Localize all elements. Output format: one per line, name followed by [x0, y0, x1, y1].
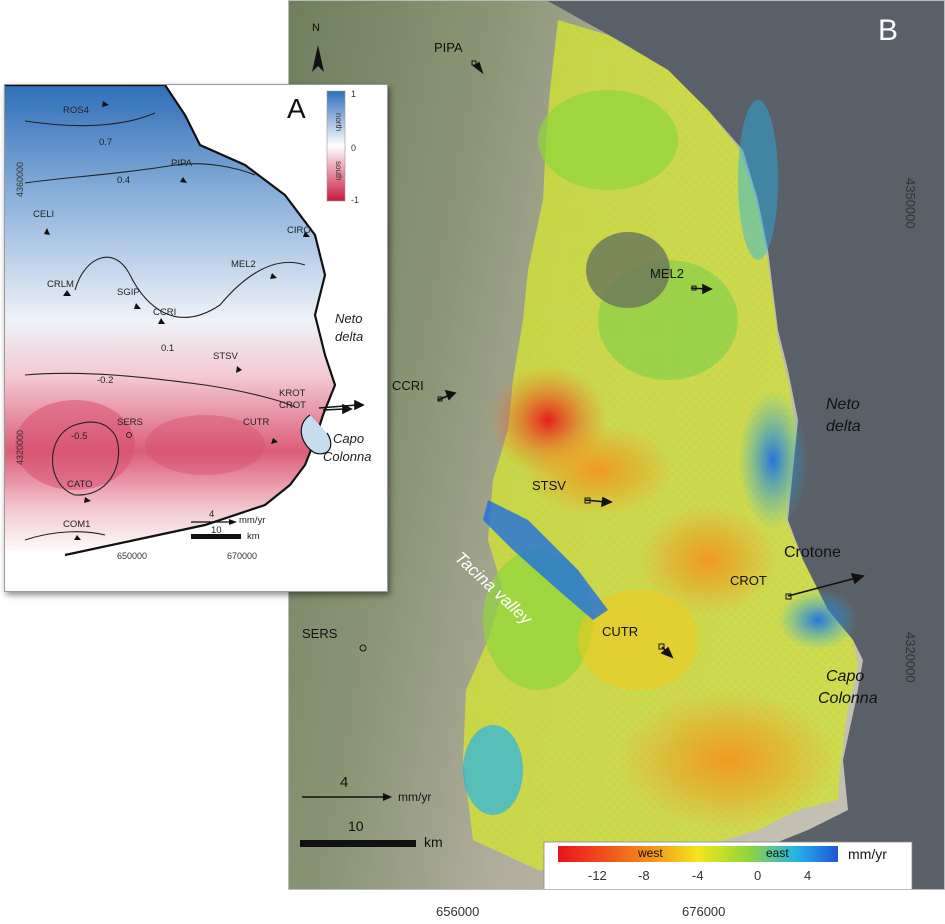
- station-a-crlm: CRLM: [47, 279, 74, 290]
- station-a-celi: CELI: [33, 209, 55, 220]
- contour-07: 0.7: [99, 137, 113, 148]
- panel-a-letter: A: [287, 93, 306, 124]
- x-tick: 676000: [682, 904, 726, 919]
- x-tick: 656000: [436, 904, 480, 919]
- station-label-sers: SERS: [302, 626, 338, 641]
- legend-unit: mm/yr: [848, 846, 887, 862]
- north-arrow-icon: [312, 45, 324, 72]
- station-a-stsv: STSV: [213, 351, 238, 362]
- y-tick-a: 4360000: [15, 161, 25, 197]
- place-label-colonna: Colonna: [818, 690, 878, 707]
- place-a-capo: Capo: [333, 431, 365, 446]
- legend-tick: -8: [638, 868, 650, 883]
- place-label-crotone: Crotone: [784, 544, 841, 561]
- station-a-ciro: CIRO: [287, 225, 311, 236]
- station-label-mel2: MEL2: [650, 266, 684, 281]
- legend-a-min: -1: [351, 195, 360, 205]
- place-a-colonna: Colonna: [323, 449, 372, 464]
- station-label-crot: CROT: [730, 573, 767, 588]
- place-label-neto: Neto: [826, 396, 860, 413]
- scale-bar-value: 10: [348, 818, 364, 834]
- station-a-pipa: PIPA: [171, 158, 192, 169]
- scale-vector-value: 4: [340, 774, 349, 791]
- y-tick: 4350000: [903, 178, 918, 229]
- scale-a-bar-value: 10: [211, 525, 222, 536]
- legend-tick: -12: [588, 868, 607, 883]
- station-a-krot: KROT: [279, 388, 306, 399]
- x-tick-a: 670000: [227, 551, 258, 561]
- station-a-ros4: ROS4: [63, 105, 89, 116]
- panel-a-map: [5, 85, 387, 591]
- contour-04: 0.4: [117, 175, 131, 186]
- panel-b-map: [288, 0, 945, 890]
- place-label-capo: Capo: [826, 668, 865, 685]
- station-a-com1: COM1: [63, 519, 91, 530]
- legend-tick: -4: [692, 868, 704, 883]
- scale-a-vector-value: 4: [209, 509, 215, 520]
- place-a-delta: delta: [335, 329, 364, 344]
- station-a-mel2: MEL2: [231, 259, 256, 270]
- y-tick: 4320000: [903, 632, 918, 683]
- station-a-cutr: CUTR: [243, 417, 270, 428]
- scale-a-vector-unit: mm/yr: [239, 515, 266, 526]
- legend-west-label: west: [638, 846, 663, 860]
- scale-vector-unit: mm/yr: [398, 790, 432, 804]
- panel-b-letter: B: [878, 14, 899, 47]
- station-a-ccri: CCRI: [153, 307, 177, 318]
- station-label-cutr: CUTR: [602, 624, 639, 639]
- station-label-stsv: STSV: [532, 478, 566, 493]
- legend-a-max: 1: [351, 89, 357, 99]
- station-a-sgip: SGIP: [117, 287, 140, 298]
- legend-tick: 4: [804, 868, 812, 883]
- place-a-neto: Neto: [335, 311, 363, 326]
- station-a-crot: CROT: [279, 400, 306, 411]
- scale-bar-unit: km: [424, 834, 443, 850]
- legend-a-north: north: [334, 113, 343, 132]
- station-label-pipa: PIPA: [434, 40, 463, 55]
- y-tick-a: 4320000: [15, 429, 25, 465]
- station-a-sers: SERS: [117, 417, 143, 428]
- legend-a-south: south: [334, 161, 343, 181]
- contour-m05: -0.5: [71, 431, 88, 442]
- legend-east-label: east: [766, 846, 789, 860]
- place-label-delta: delta: [826, 418, 861, 435]
- legend-a-mid: 0: [351, 143, 357, 153]
- panel-a: A 1 0 -1 north south ROS4 0.7 PIPA 0.4 C…: [4, 84, 388, 592]
- north-label: N: [312, 22, 320, 34]
- scale-a-bar-unit: km: [247, 531, 260, 542]
- x-tick-a: 650000: [117, 551, 148, 561]
- contour-01: 0.1: [161, 343, 175, 354]
- station-a-cato: CATO: [67, 479, 93, 490]
- contour-m02: -0.2: [97, 375, 114, 386]
- panel-b: B N PIPA MEL2 CCRI STSV CROT CUTR SERS C…: [288, 0, 945, 890]
- legend-tick: 0: [754, 868, 762, 883]
- station-label-ccri: CCRI: [392, 378, 424, 393]
